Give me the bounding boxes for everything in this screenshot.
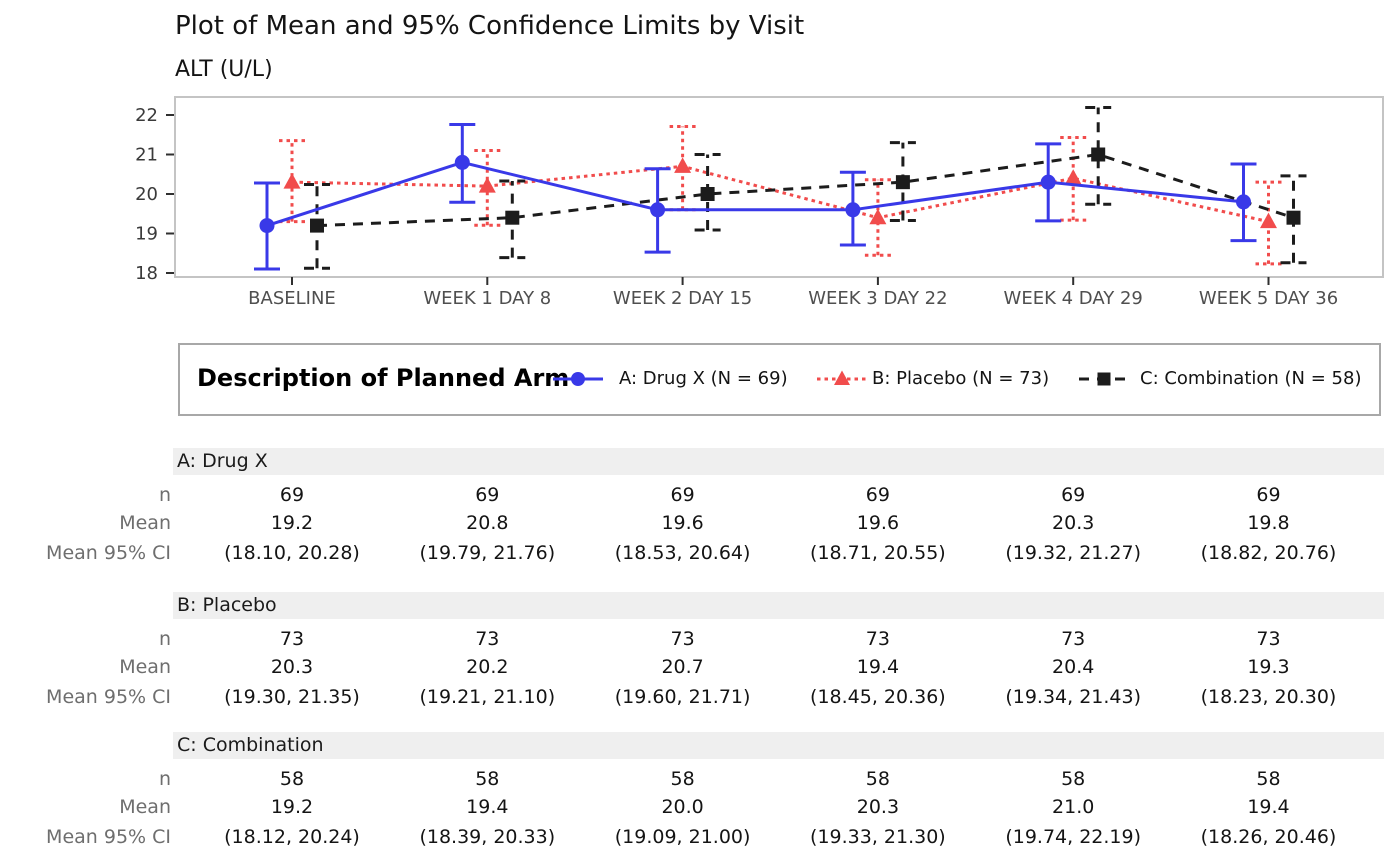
table-group-header: C: Combination (173, 732, 1384, 759)
table-cell: (18.12, 20.24) (224, 826, 360, 848)
table-cell: 20.7 (661, 656, 704, 678)
table-cell: 73 (1256, 628, 1281, 650)
legend-marker-drug-x-icon (553, 372, 603, 386)
x-tick-label: WEEK 1 DAY 8 (423, 288, 551, 309)
plot-panel (174, 96, 1384, 278)
table-cell: 20.4 (1052, 656, 1095, 678)
table-cell: 19.4 (1247, 796, 1290, 818)
table-cell: 58 (865, 768, 890, 790)
y-tick-label: 22 (135, 105, 158, 126)
table-cell: 19.2 (270, 796, 314, 818)
table-row-label: n (158, 484, 171, 506)
x-tick-label: WEEK 2 DAY 15 (613, 288, 752, 309)
legend-label-combination: C: Combination (N = 58) (1140, 368, 1362, 389)
legend-marker-combination-icon (1079, 372, 1129, 386)
table-row-label: Mean 95% CI (46, 542, 171, 564)
table-cell: 19.3 (1247, 656, 1290, 678)
table-cell: (18.82, 20.76) (1200, 542, 1337, 564)
x-tick-label: BASELINE (248, 288, 336, 309)
table-row-label: Mean (119, 656, 171, 678)
table-cell: 20.3 (270, 656, 314, 678)
table-row-label: Mean 95% CI (46, 686, 171, 708)
table-cell: (18.45, 20.36) (810, 686, 946, 708)
table-cell: (19.60, 21.71) (614, 686, 751, 708)
series-B (279, 124, 1282, 266)
table-cell: (19.21, 21.10) (419, 686, 556, 708)
legend-title: Description of Planned Arm (197, 364, 570, 392)
table-cell: 19.8 (1247, 512, 1290, 534)
y-tick-label: 20 (135, 184, 158, 205)
table-cell: 19.2 (270, 512, 314, 534)
chart-title: Plot of Mean and 95% Confidence Limits b… (175, 11, 805, 41)
legend-label-placebo: B: Placebo (N = 73) (872, 368, 1050, 389)
mean-ci-plot: 18 19 20 21 22 BASELINE WEEK 1 DAY 8 WEEK 2 DAY… (135, 96, 1384, 309)
table-cell: 20.0 (661, 796, 704, 818)
table-cell: 69 (670, 484, 695, 506)
table-cell: 69 (1256, 484, 1281, 506)
table-cell: 20.3 (856, 796, 900, 818)
table-cell: (18.10, 20.28) (224, 542, 360, 564)
table-cell: (19.34, 21.43) (1005, 686, 1142, 708)
y-tick-label: 18 (135, 263, 158, 284)
table-cell: 20.2 (466, 656, 509, 678)
series-C (304, 105, 1307, 270)
table-cell: (18.39, 20.33) (419, 826, 556, 848)
table-cell: 20.3 (1052, 512, 1095, 534)
table-cell: (19.74, 22.19) (1005, 826, 1142, 848)
table-cell: 58 (475, 768, 500, 790)
table-cell: 69 (279, 484, 305, 506)
table-cell: 58 (1256, 768, 1281, 790)
table-cell: 73 (670, 628, 695, 650)
table-cell: 73 (865, 628, 890, 650)
table-cell: 58 (279, 768, 305, 790)
table-cell: 20.8 (466, 512, 509, 534)
legend-box: Description of Planned Arm A: Drug X (N … (178, 343, 1381, 416)
y-tick-label: 21 (135, 145, 158, 166)
chart-subtitle: ALT (U/L) (175, 57, 273, 82)
table-row-label: Mean (119, 512, 171, 534)
table-cell: (19.30, 21.35) (224, 686, 360, 708)
table-cell: (18.71, 20.55) (810, 542, 946, 564)
legend-label-drug-x: A: Drug X (N = 69) (619, 368, 788, 389)
table-cell: 19.6 (856, 512, 900, 534)
table-cell: (19.33, 21.30) (810, 826, 946, 848)
table-cell: (19.32, 21.27) (1005, 542, 1142, 564)
x-tick-label: WEEK 4 DAY 29 (1004, 288, 1143, 309)
table-cell: (18.23, 20.30) (1200, 686, 1337, 708)
legend-marker-placebo-icon (817, 370, 867, 385)
table-row-label: Mean (119, 796, 171, 818)
table-cell: 19.6 (661, 512, 704, 534)
table-row-label: Mean 95% CI (46, 826, 171, 848)
table-group-header: B: Placebo (173, 592, 1384, 619)
table-row-label: n (158, 628, 171, 650)
table-cell: 69 (865, 484, 890, 506)
table-cell: 69 (1061, 484, 1086, 506)
table-cell: 58 (670, 768, 695, 790)
table-cell: 19.4 (466, 796, 509, 818)
table-row-label: n (158, 768, 171, 790)
table-cell: (18.26, 20.46) (1200, 826, 1337, 848)
series-A (254, 122, 1257, 271)
table-cell: 73 (279, 628, 305, 650)
table-cell: (19.79, 21.76) (419, 542, 556, 564)
table-group-header: A: Drug X (173, 448, 1384, 475)
table-cell: (18.53, 20.64) (614, 542, 751, 564)
x-tick-label: WEEK 3 DAY 22 (808, 288, 947, 309)
table-cell: 73 (1061, 628, 1086, 650)
table-cell: 69 (475, 484, 500, 506)
table-cell: 21.0 (1052, 796, 1095, 818)
table-cell: 58 (1061, 768, 1086, 790)
table-cell: 19.4 (856, 656, 900, 678)
y-tick-label: 19 (135, 224, 158, 245)
table-cell: 73 (475, 628, 500, 650)
x-tick-label: WEEK 5 DAY 36 (1199, 288, 1338, 309)
table-cell: (19.09, 21.00) (614, 826, 751, 848)
